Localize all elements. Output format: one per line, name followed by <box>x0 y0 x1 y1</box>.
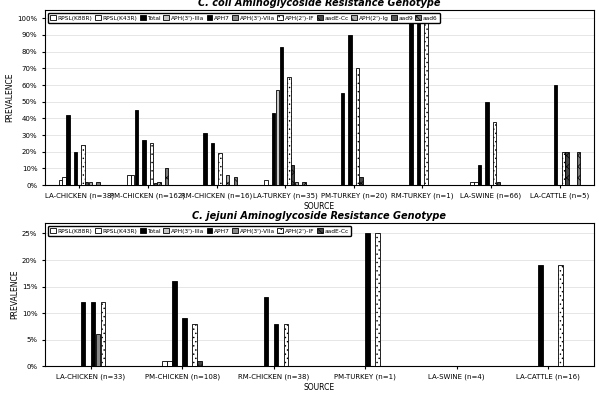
Bar <box>101 302 106 366</box>
Bar <box>142 140 146 185</box>
Title: C. jejuni Aminoglycoside Resistance Genotype: C. jejuni Aminoglycoside Resistance Geno… <box>193 211 446 221</box>
Legend: RPSL(K88R), RPSL(K43R), Total, APH(3')-IIIa, APH7, APH(3')-VIIa, APH(2')-IF, aad: RPSL(K88R), RPSL(K43R), Total, APH(3')-I… <box>48 226 351 236</box>
Bar <box>165 168 169 185</box>
Bar <box>62 177 66 185</box>
Bar <box>233 177 237 185</box>
Bar <box>280 47 283 185</box>
Bar <box>150 143 153 185</box>
Bar <box>274 324 278 366</box>
Bar <box>157 182 161 185</box>
Bar <box>538 265 543 366</box>
Title: C. coli Aminoglycoside Resistance Genotype: C. coli Aminoglycoside Resistance Genoty… <box>198 0 441 8</box>
Bar <box>559 265 563 366</box>
Bar <box>162 361 167 366</box>
X-axis label: SOURCE: SOURCE <box>304 202 335 211</box>
Bar <box>263 297 268 366</box>
Bar <box>485 101 489 185</box>
Bar <box>272 113 275 185</box>
Bar <box>59 180 62 185</box>
Bar <box>284 324 289 366</box>
Bar <box>356 68 359 185</box>
Bar <box>167 361 172 366</box>
Bar <box>497 182 500 185</box>
Bar <box>287 77 290 185</box>
Bar <box>226 175 229 185</box>
Bar <box>89 182 92 185</box>
Bar <box>91 302 95 366</box>
Bar <box>493 122 496 185</box>
Bar <box>409 18 413 185</box>
Bar <box>66 115 70 185</box>
Bar <box>348 35 352 185</box>
Bar <box>577 152 580 185</box>
X-axis label: SOURCE: SOURCE <box>304 383 335 392</box>
Bar <box>359 177 363 185</box>
Bar <box>127 175 131 185</box>
Bar <box>341 94 344 185</box>
Bar <box>365 234 370 366</box>
Bar <box>80 302 85 366</box>
Bar <box>474 182 478 185</box>
Bar <box>193 324 197 366</box>
Bar <box>470 182 474 185</box>
Bar <box>565 152 569 185</box>
Bar <box>131 175 134 185</box>
Bar <box>211 143 214 185</box>
Bar <box>81 145 85 185</box>
Bar <box>554 85 557 185</box>
Bar <box>154 183 157 185</box>
Bar <box>376 234 380 366</box>
Bar <box>265 180 268 185</box>
Bar <box>478 165 481 185</box>
Bar <box>218 153 222 185</box>
Legend: RPSL(K88R), RPSL(K43R), Total, APH(3')-IIIa, APH7, APH(3')-VIIa, APH(2')-IF, aad: RPSL(K88R), RPSL(K43R), Total, APH(3')-I… <box>48 13 440 23</box>
Y-axis label: PREVALENCE: PREVALENCE <box>5 73 14 122</box>
Bar <box>295 182 298 185</box>
Bar <box>85 182 88 185</box>
Bar <box>96 182 100 185</box>
Bar <box>276 90 279 185</box>
Bar <box>203 133 207 185</box>
Bar <box>424 18 428 185</box>
Bar <box>562 152 565 185</box>
Bar <box>74 152 77 185</box>
Bar <box>197 361 202 366</box>
Bar <box>182 318 187 366</box>
Bar <box>302 182 305 185</box>
Bar <box>291 165 295 185</box>
Bar <box>417 18 420 185</box>
Y-axis label: PREVALENCE: PREVALENCE <box>10 270 19 319</box>
Bar <box>172 281 177 366</box>
Bar <box>96 334 100 366</box>
Bar <box>135 110 138 185</box>
